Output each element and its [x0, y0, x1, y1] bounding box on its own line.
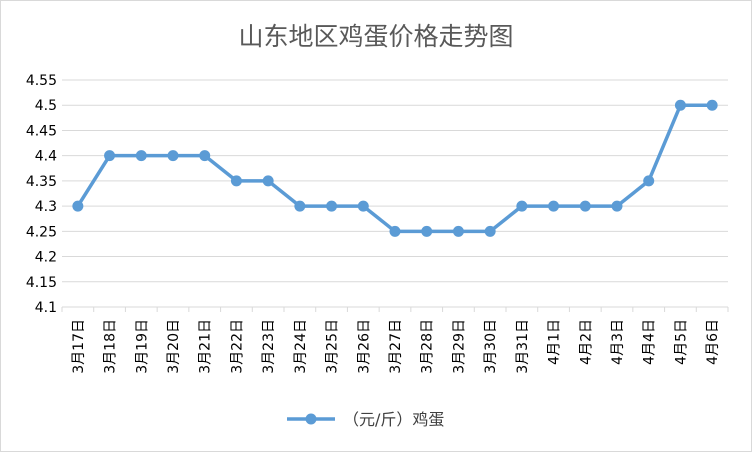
x-axis-tick-labels: 3月17日 3月18日 3月19日 3月20日 3月21日 3月22日 3月23日 3月24日… — [71, 319, 721, 374]
x-tick-label: 3月29日 — [451, 319, 467, 374]
legend-point-marker — [305, 413, 317, 425]
x-tick-label: 3月23日 — [261, 319, 277, 374]
data-point — [326, 200, 338, 212]
gridlines — [61, 79, 729, 312]
y-tick-label: 4.45 — [26, 123, 57, 139]
data-point — [484, 225, 496, 237]
y-tick-label: 4.3 — [35, 199, 57, 215]
data-point — [579, 200, 591, 212]
x-tick-label: 3月26日 — [356, 319, 372, 374]
data-point — [611, 200, 623, 212]
y-axis-tick-labels: 4.1 4.15 4.2 4.25 4.3 4.35 4.4 4.45 4.5 4.55 — [26, 73, 57, 316]
x-tick-label: 3月31日 — [515, 319, 531, 374]
data-point — [452, 225, 464, 237]
data-point — [516, 200, 528, 212]
x-tick-label: 4月5日 — [673, 319, 689, 365]
data-point — [167, 150, 179, 162]
x-tick-label: 3月30日 — [483, 319, 499, 374]
x-tick-label: 3月27日 — [388, 319, 404, 374]
legend-label: （元/斤）鸡蛋 — [343, 410, 444, 429]
data-point — [230, 175, 242, 187]
data-point — [674, 99, 686, 111]
data-point — [135, 150, 147, 162]
y-tick-label: 4.4 — [35, 149, 57, 165]
data-point — [706, 99, 718, 111]
x-tick-label: 3月21日 — [198, 319, 214, 374]
data-point — [199, 150, 211, 162]
x-tick-label: 3月22日 — [229, 319, 245, 374]
data-point — [294, 200, 306, 212]
x-tick-label: 3月18日 — [103, 319, 119, 374]
legend: （元/斤）鸡蛋 — [287, 410, 444, 429]
x-tick-label: 4月4日 — [642, 319, 658, 365]
x-tick-label: 3月25日 — [325, 319, 341, 374]
y-tick-label: 4.1 — [35, 300, 57, 316]
data-point — [421, 225, 433, 237]
y-tick-label: 4.55 — [26, 73, 57, 89]
chart-title: 山东地区鸡蛋价格走势图 — [238, 22, 513, 51]
y-tick-label: 4.2 — [35, 250, 57, 266]
x-tick-label: 3月24日 — [293, 319, 309, 374]
y-tick-label: 4.25 — [26, 224, 57, 240]
series-line — [76, 103, 713, 234]
data-point — [104, 150, 116, 162]
data-point — [72, 200, 84, 212]
data-point — [357, 200, 369, 212]
y-tick-label: 4.5 — [35, 98, 57, 114]
x-tick-label: 3月19日 — [134, 319, 150, 374]
series-egg — [72, 99, 718, 237]
x-tick-label: 4月6日 — [705, 319, 721, 365]
x-tick-label: 4月1日 — [547, 319, 563, 365]
data-point — [262, 175, 274, 187]
x-tick-label: 3月20日 — [166, 319, 182, 374]
x-tick-label: 4月3日 — [610, 319, 626, 365]
y-tick-label: 4.15 — [26, 275, 57, 291]
data-point — [548, 200, 560, 212]
data-point — [389, 225, 401, 237]
y-tick-label: 4.35 — [26, 174, 57, 190]
x-tick-label: 4月2日 — [578, 319, 594, 365]
data-point — [643, 175, 655, 187]
x-tick-label: 3月17日 — [71, 319, 87, 374]
x-tick-label: 3月28日 — [420, 319, 436, 374]
